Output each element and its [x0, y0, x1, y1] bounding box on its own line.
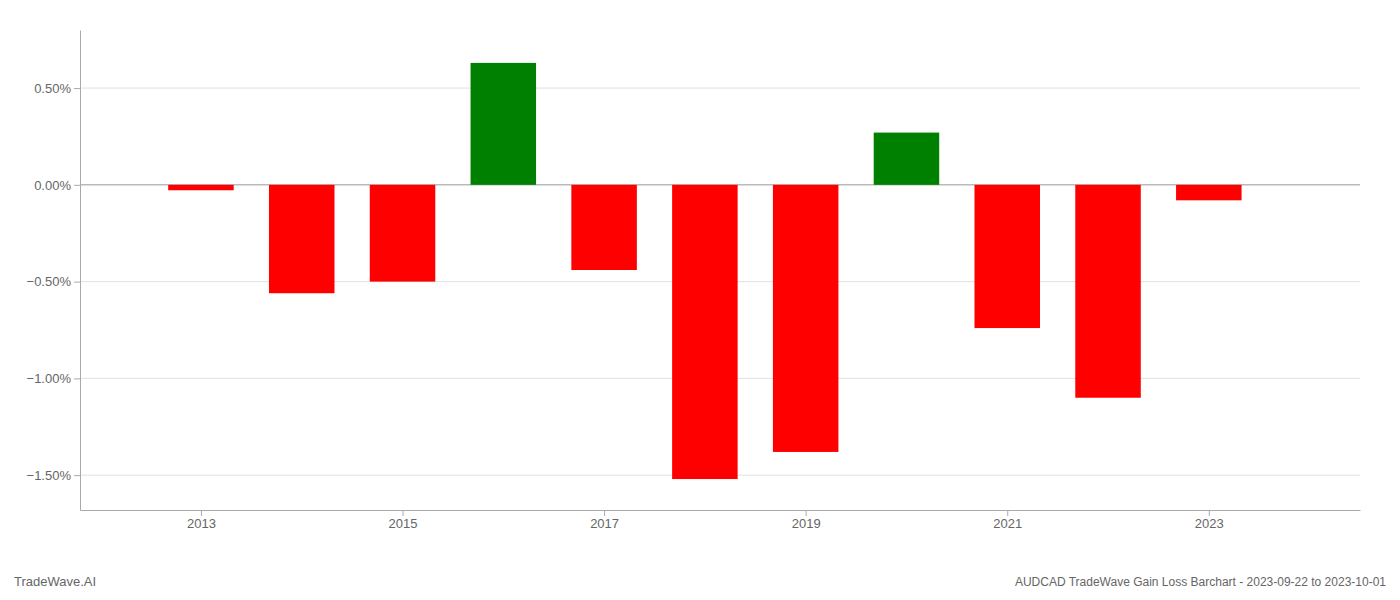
x-tick-label: 2023 — [1195, 516, 1224, 531]
y-axis-line — [80, 31, 81, 511]
x-tick-mark — [604, 510, 605, 516]
x-tick: 2023 — [1195, 510, 1224, 531]
x-tick-label: 2019 — [792, 516, 821, 531]
y-tick-mark — [74, 378, 80, 379]
x-tick-mark — [403, 510, 404, 516]
y-tick-label: −1.50% — [27, 468, 72, 483]
x-tick: 2015 — [389, 510, 418, 531]
y-tick-label: −0.50% — [27, 274, 72, 289]
bar — [773, 185, 839, 452]
x-tick: 2013 — [187, 510, 216, 531]
y-tick: −1.00% — [27, 371, 80, 386]
bar — [571, 185, 637, 270]
y-tick: 0.00% — [34, 177, 80, 192]
y-tick: 0.50% — [34, 81, 80, 96]
chart-svg: 2013 2015 2017 2019 2021 2023 −1.50% −1.00% −0.5… — [0, 0, 1400, 600]
bar — [1176, 185, 1242, 200]
chart-container: 2013 2015 2017 2019 2021 2023 −1.50% −1.00% −0.5… — [0, 0, 1400, 600]
plot-area — [168, 63, 1241, 479]
y-tick: −1.50% — [27, 468, 80, 483]
x-tick: 2019 — [792, 510, 821, 531]
bar — [370, 185, 436, 282]
y-tick-mark — [74, 475, 80, 476]
y-tick-label: −1.00% — [27, 371, 72, 386]
bar — [974, 185, 1040, 328]
bar — [168, 185, 234, 190]
x-tick-label: 2017 — [590, 516, 619, 531]
y-tick-mark — [74, 185, 80, 186]
x-tick-mark — [1007, 510, 1008, 516]
bar — [1075, 185, 1141, 398]
y-tick-label: 0.00% — [34, 177, 71, 192]
footer-left: TradeWave.AI — [14, 574, 96, 589]
x-tick-mark — [806, 510, 807, 516]
bar — [471, 63, 537, 185]
bar — [672, 185, 738, 479]
x-axis-line — [81, 510, 1361, 511]
x-tick-mark — [1209, 510, 1210, 516]
x-tick-label: 2015 — [389, 516, 418, 531]
x-tick: 2021 — [993, 510, 1022, 531]
bar — [874, 133, 940, 185]
y-tick-mark — [74, 88, 80, 89]
y-tick: −0.50% — [27, 274, 80, 289]
y-tick-mark — [74, 282, 80, 283]
x-tick-label: 2021 — [993, 516, 1022, 531]
y-tick-label: 0.50% — [34, 81, 71, 96]
y-axis: −1.50% −1.00% −0.50% 0.00% 0.50% — [27, 31, 81, 511]
title: AUDCAD TradeWave Gain Loss Barchart - 20… — [1015, 575, 1386, 589]
x-tick: 2017 — [590, 510, 619, 531]
x-tick-mark — [201, 510, 202, 516]
x-tick-label: 2013 — [187, 516, 216, 531]
bar — [269, 185, 335, 293]
grid-line — [80, 88, 1360, 89]
x-axis: 2013 2015 2017 2019 2021 2023 — [81, 510, 1361, 531]
